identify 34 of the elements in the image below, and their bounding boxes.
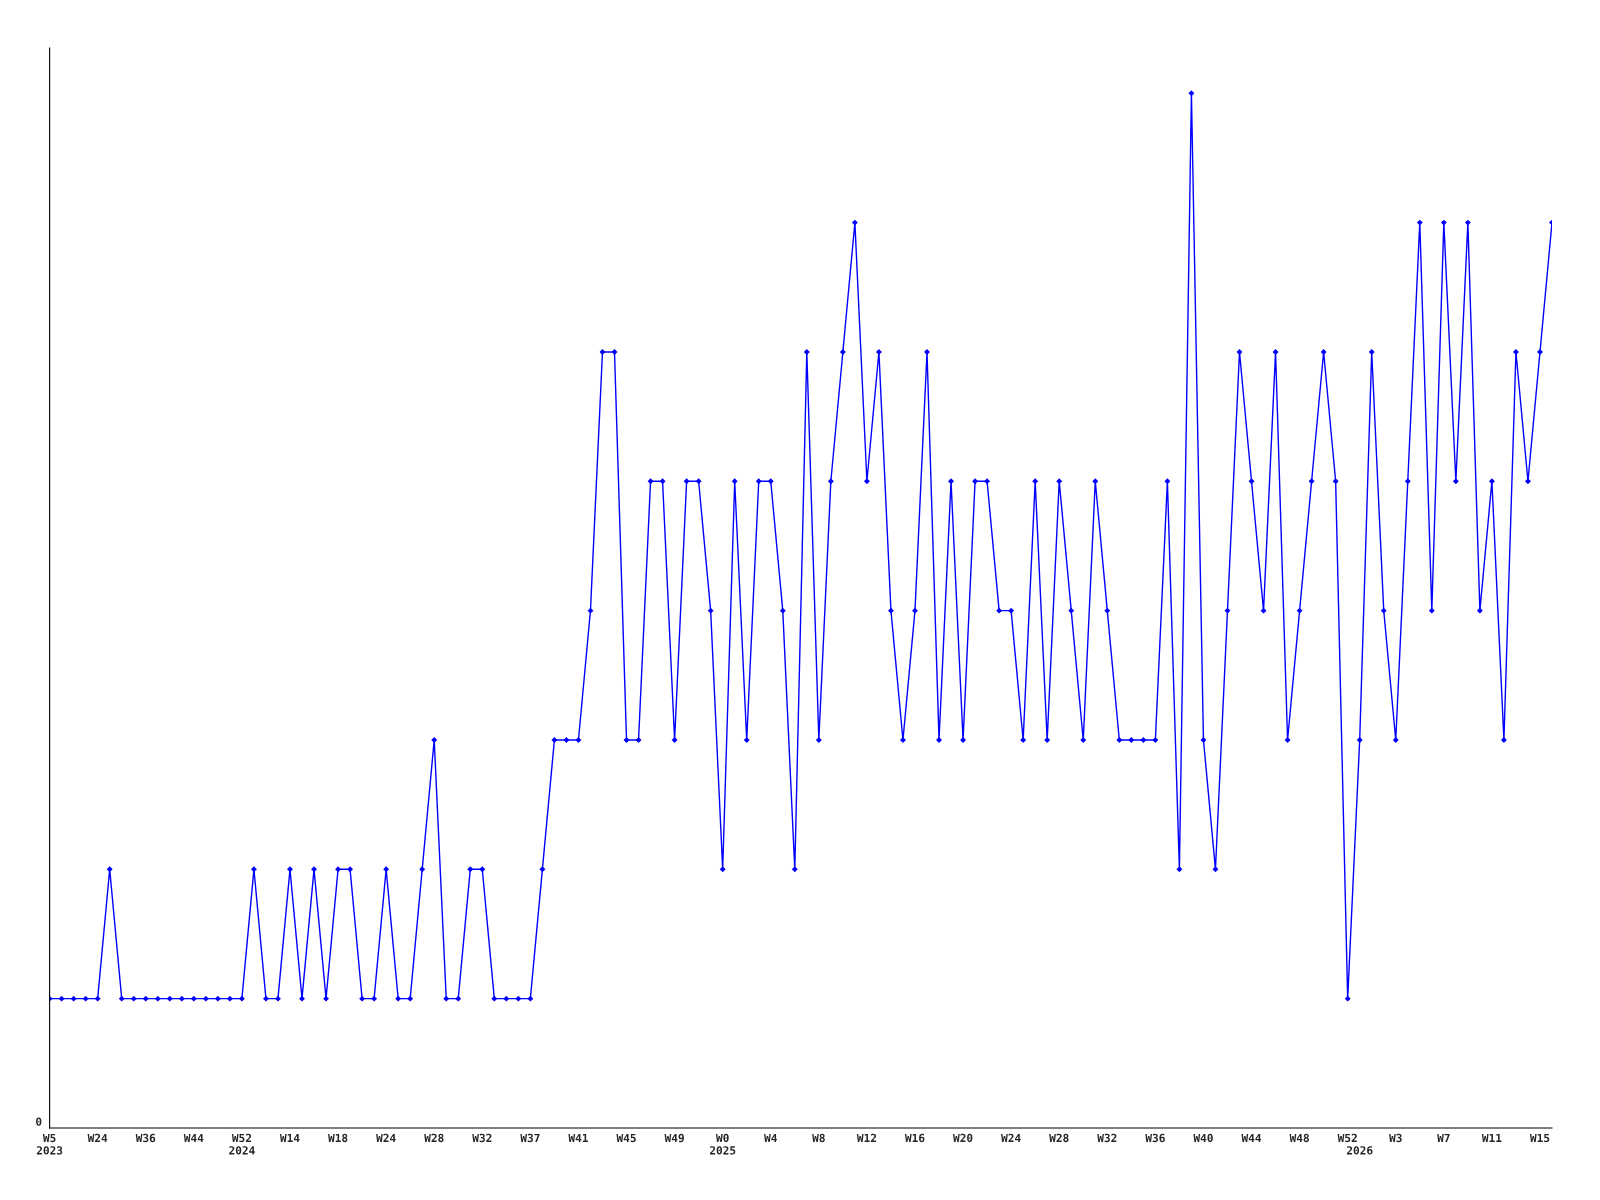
- x-tick-label: W7: [1437, 1133, 1450, 1142]
- x-tick-label: W44: [1241, 1133, 1262, 1142]
- x-tick-label: W15: [1529, 1133, 1550, 1143]
- x-tick-label: W24: [376, 1133, 396, 1142]
- x-tick-label: W40: [1193, 1133, 1213, 1143]
- x-tick-label: W37: [520, 1133, 540, 1143]
- x-tick-label: W36: [135, 1133, 156, 1143]
- x-tick-label: W8: [812, 1133, 825, 1143]
- x-tick-label: W16: [904, 1133, 925, 1143]
- x-tick-label: W24: [1001, 1133, 1021, 1142]
- x-tick-label: W4: [764, 1133, 777, 1142]
- x-tick-label: W36: [1145, 1133, 1165, 1143]
- x-tick-label: W48: [1289, 1133, 1309, 1143]
- x-tick-label: W14: [279, 1133, 300, 1142]
- x-tick-label: W45: [616, 1133, 636, 1143]
- x-tick-label: 2026: [1346, 1146, 1373, 1155]
- x-tick-label: W41: [568, 1133, 588, 1142]
- x-tick-label: W44: [183, 1133, 204, 1142]
- x-tick-label: W3: [1389, 1133, 1402, 1143]
- x-tick-label: W32: [472, 1133, 492, 1143]
- x-tick-label: W0 2025: [709, 1133, 736, 1155]
- x-tick-label: W52: [1337, 1133, 1357, 1143]
- x-tick-label: W20: [953, 1133, 973, 1143]
- x-tick-label: W49: [664, 1133, 684, 1143]
- x-tick-label: W24: [87, 1133, 108, 1142]
- x-tick-label: W18: [328, 1133, 348, 1143]
- x-tick-label: W11: [1481, 1133, 1502, 1142]
- x-tick-label: W28: [1049, 1133, 1069, 1143]
- text: 0: [36, 1117, 42, 1126]
- x-tick-label: W52 2024: [229, 1133, 255, 1155]
- x-tick-label: W32: [1097, 1133, 1117, 1143]
- x-tick-label: W5 2023: [36, 1133, 63, 1155]
- x-tick-label: W28: [424, 1133, 444, 1143]
- x-tick-label: W12: [856, 1133, 877, 1142]
